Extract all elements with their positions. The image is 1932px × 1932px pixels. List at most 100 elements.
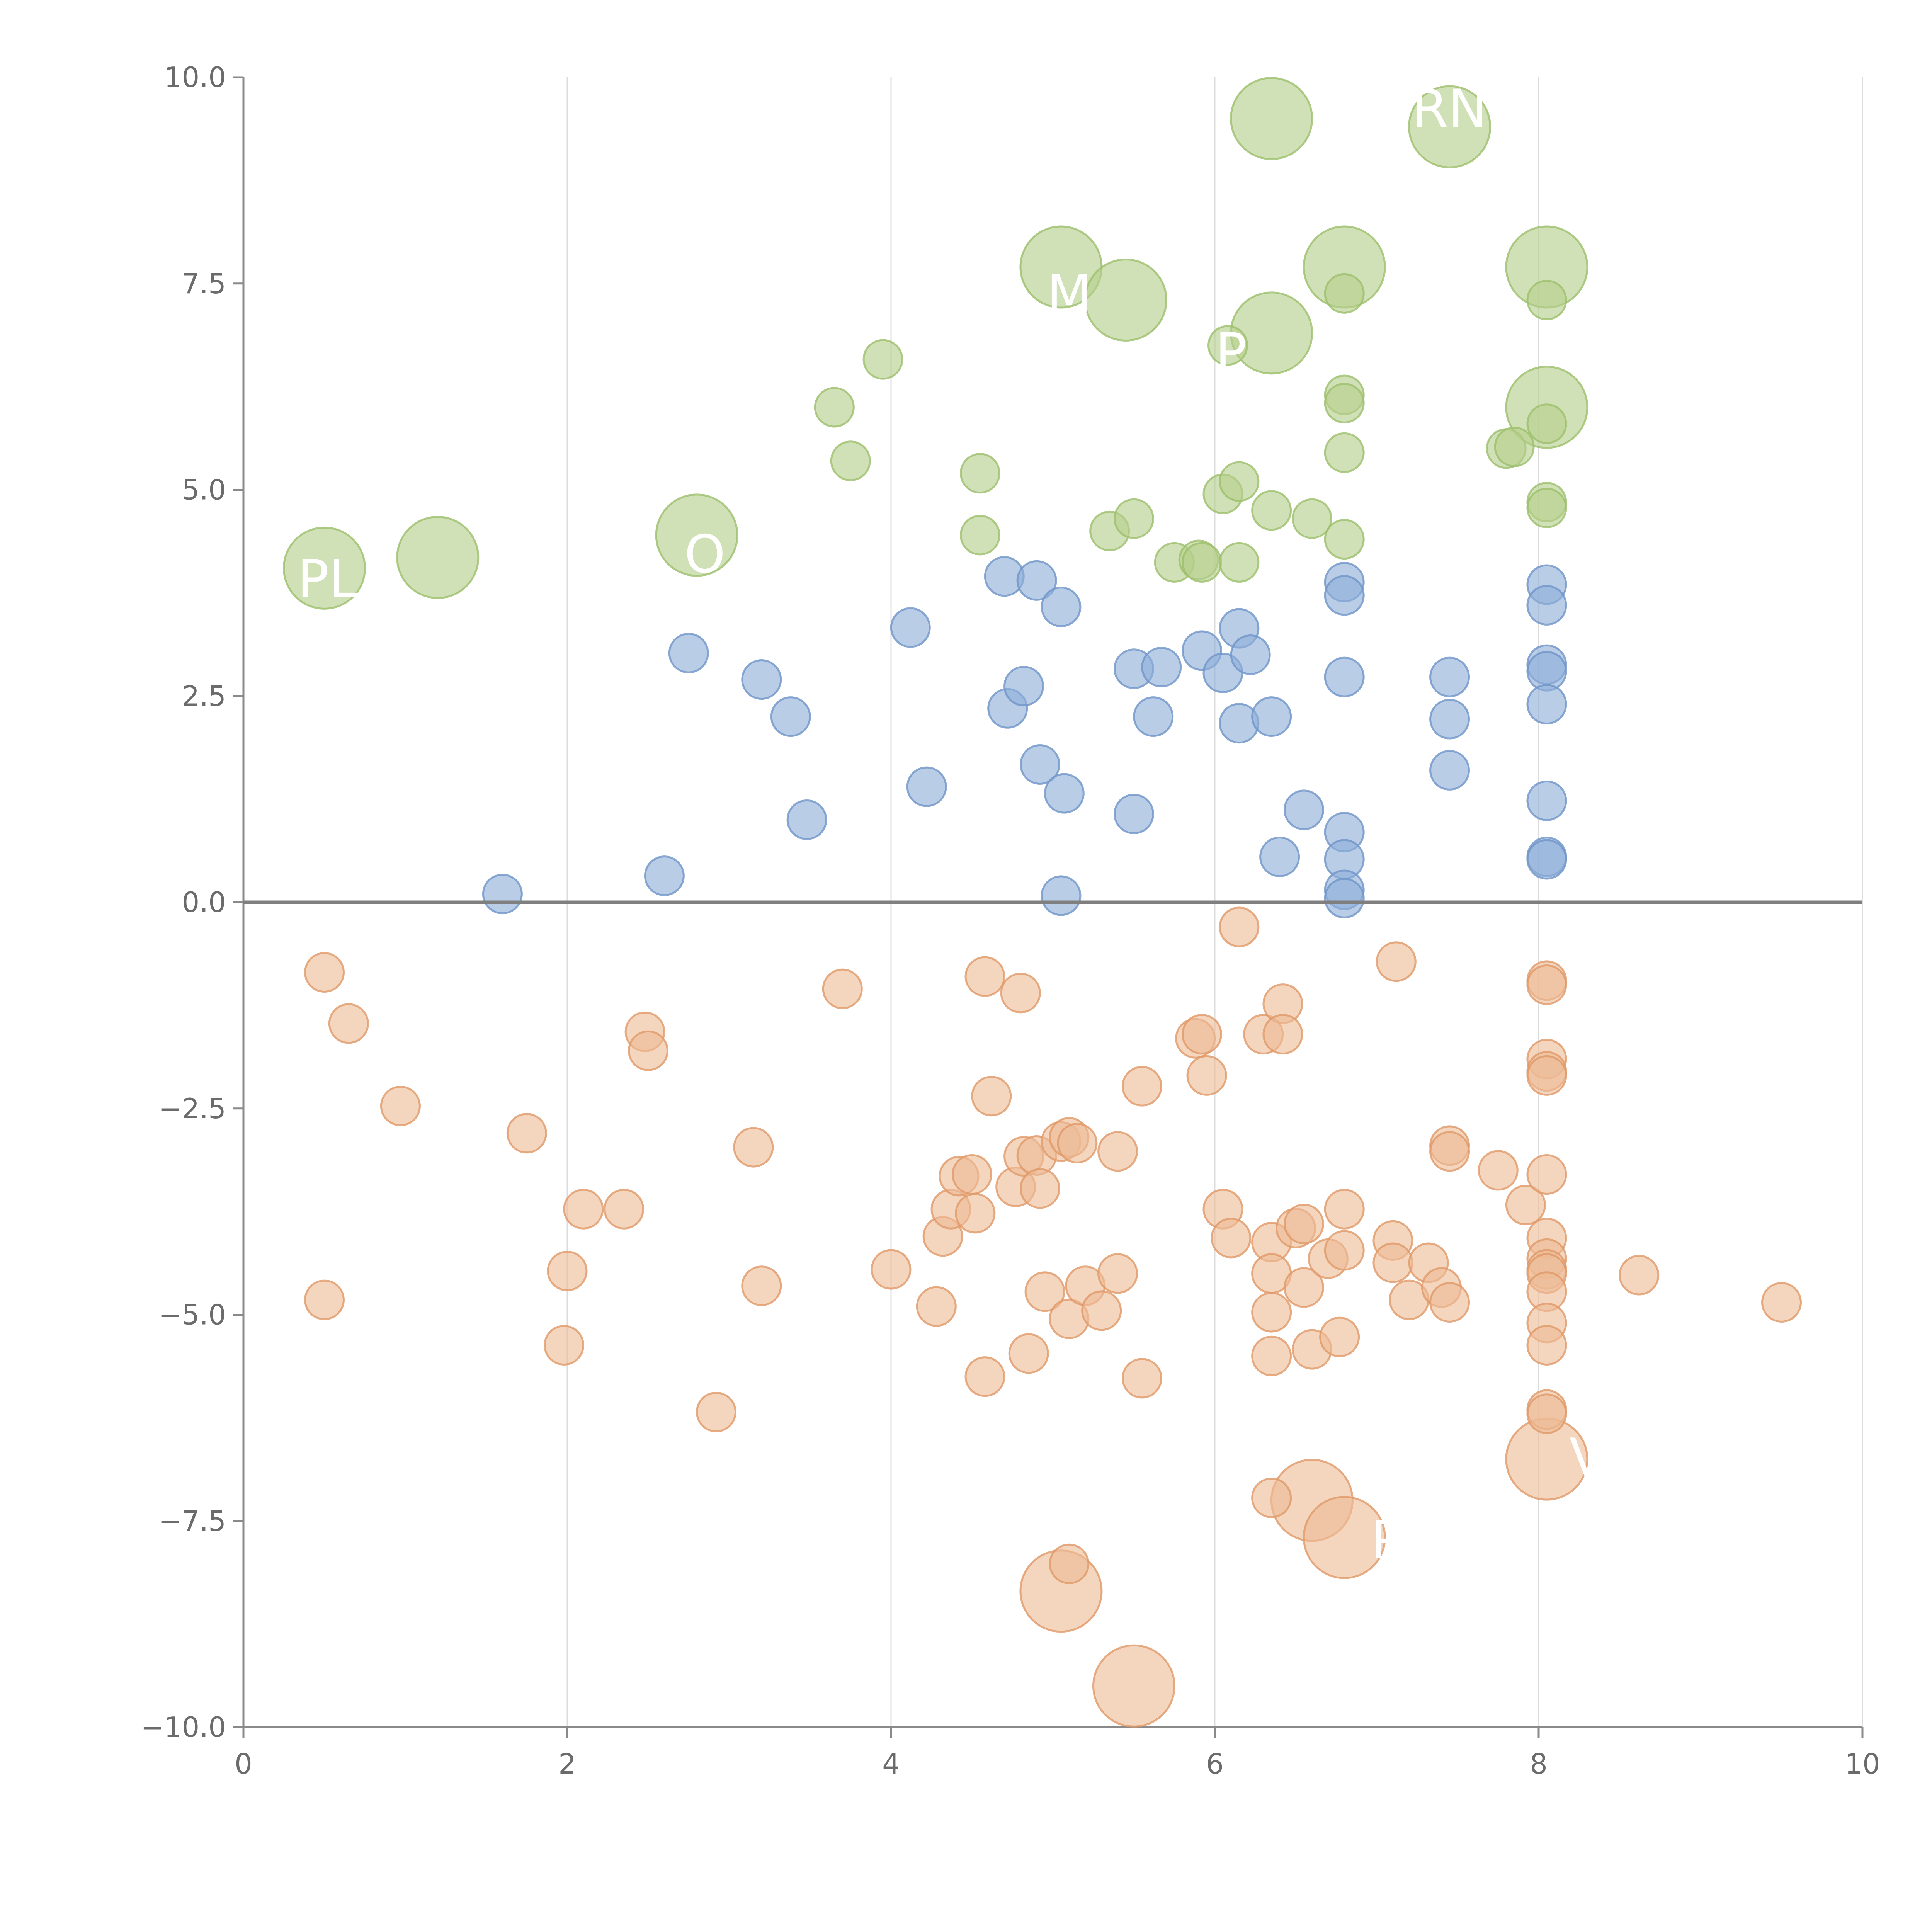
orange-bubble-95 [1526, 1393, 1567, 1434]
x-tick-label-2: 4 [882, 1748, 900, 1780]
orange-bubble-85 [1526, 1055, 1567, 1096]
orange-bubble-72 [1372, 1242, 1413, 1283]
y-tick-label-3: 2.5 [182, 680, 226, 712]
x-tick-label-3: 6 [1206, 1748, 1224, 1780]
orange-bubble-78 [1429, 1282, 1470, 1323]
bubble-annotation-0: RN [1412, 78, 1487, 139]
axis-layer: 10.0 7.5 5.0 2.5 0.0 −2.5 −5.0 −7.5 −10.0 0 2 4 6 8 10 [141, 61, 1880, 1780]
blue-bubble-3 [741, 659, 782, 700]
orange-bubble-97 [1761, 1282, 1802, 1323]
blue-bubble-5 [786, 799, 827, 840]
green-bubble-11 [814, 387, 855, 428]
green-bubble-26 [1291, 498, 1332, 539]
blue-bubble-19 [1141, 647, 1182, 688]
orange-bubble-36 [1024, 1271, 1065, 1312]
orange-bubble-28 [964, 1356, 1005, 1397]
orange-bubble-7 [304, 1279, 345, 1320]
orange-bubble-31 [1000, 973, 1041, 1014]
green-bubble-2 [655, 493, 738, 577]
orange-bubble-80 [1505, 1185, 1546, 1226]
green-bubble-34 [1526, 279, 1567, 320]
blue-bubble-15 [1041, 875, 1082, 916]
orange-bubble-44 [1097, 1253, 1138, 1294]
bubble-annotation-6: V [1570, 1427, 1605, 1488]
y-tick-label-8: −10.0 [141, 1711, 226, 1743]
orange-bubble-15 [628, 1030, 668, 1071]
orange-bubble-9 [506, 1113, 547, 1154]
orange-bubble-19 [822, 968, 863, 1009]
green-bubble-22 [1208, 325, 1248, 366]
orange-bubble-42 [1081, 1290, 1122, 1331]
green-bubble-13 [862, 339, 903, 380]
green-bubble-8 [1408, 85, 1492, 168]
y-tick-label-4: 0.0 [182, 886, 226, 918]
orange-bubble-57 [1251, 1292, 1292, 1333]
green-bubble-30 [1324, 432, 1365, 473]
bubble-annotation-2: P [1215, 322, 1247, 383]
orange-bubble-6 [328, 1003, 369, 1044]
blue-bubble-39 [1526, 585, 1567, 626]
blue-bubble-35 [1429, 656, 1470, 697]
x-tick-label-0: 0 [235, 1748, 252, 1780]
green-bubble-4 [1084, 258, 1168, 342]
green-bubble-1 [396, 516, 480, 599]
orange-bubble-61 [1262, 1014, 1303, 1055]
orange-bubble-79 [1478, 1150, 1519, 1191]
blue-bubble-27 [1283, 789, 1324, 830]
orange-bubble-68 [1324, 1189, 1365, 1230]
orange-bubble-50 [1186, 1055, 1227, 1096]
blue-bubble-45 [1526, 839, 1567, 880]
orange-bubble-11 [547, 1250, 588, 1291]
y-tick-label-0: 10.0 [164, 61, 226, 94]
blue-bubble-25 [1251, 696, 1292, 737]
blue-bubble-37 [1429, 750, 1470, 791]
green-bubble-0 [283, 526, 366, 610]
orange-bubble-12 [563, 1189, 604, 1230]
blue-bubble-29 [1324, 575, 1365, 616]
blue-bubble-17 [1114, 794, 1154, 835]
orange-bubble-63 [1283, 1204, 1324, 1245]
blue-bubble-4 [770, 696, 811, 737]
blue-bubble-34 [1324, 878, 1365, 918]
bubble-annotation-4: O [684, 524, 725, 585]
orange-bubble-59 [1251, 1477, 1292, 1518]
x-tick-label-4: 8 [1530, 1748, 1548, 1780]
blue-bubble-36 [1429, 699, 1470, 740]
blue-bubble-10 [1003, 666, 1044, 707]
orange-bubble-70 [1376, 941, 1417, 982]
x-tick-label-1: 2 [558, 1748, 576, 1780]
blue-bubble-7 [906, 766, 947, 807]
orange-bubble-10 [544, 1325, 585, 1366]
green-bubble-24 [1219, 542, 1260, 583]
orange-bubble-27 [964, 956, 1005, 997]
label-layer: RN M P PL O PL V [243, 78, 1862, 1570]
green-bubble-35 [1526, 403, 1567, 444]
orange-bubble-64 [1283, 1267, 1324, 1308]
green-bubble-33 [1494, 426, 1535, 467]
green-bubble-17 [1114, 498, 1154, 539]
blue-bubble-13 [1041, 587, 1082, 628]
green-bubble-15 [959, 515, 1000, 556]
green-bubble-14 [959, 453, 1000, 494]
orange-bubble-3 [1303, 1496, 1386, 1579]
y-tick-label-1: 7.5 [182, 267, 226, 300]
blue-bubble-2 [668, 633, 709, 673]
orange-bubble-93 [1526, 1325, 1567, 1366]
orange-bubble-46 [1121, 1358, 1162, 1399]
orange-bubble-82 [1526, 964, 1567, 1005]
orange-bubble-77 [1429, 1131, 1470, 1172]
orange-bubble-96 [1619, 1255, 1660, 1296]
orange-bubble-17 [733, 1127, 774, 1168]
orange-bubble-53 [1219, 906, 1260, 947]
orange-bubble-47 [1049, 1543, 1090, 1584]
blue-bubble-14 [1044, 773, 1085, 814]
orange-bubble-16 [696, 1391, 736, 1432]
orange-bubble-67 [1319, 1316, 1360, 1357]
orange-bubble-29 [971, 1076, 1012, 1117]
orange-bubble-8 [380, 1085, 421, 1126]
green-bubble-20 [1181, 542, 1222, 583]
x-tick-label-5: 10 [1845, 1748, 1880, 1780]
y-tick-label-2: 5.0 [182, 474, 226, 506]
blue-bubble-11 [1016, 560, 1057, 601]
